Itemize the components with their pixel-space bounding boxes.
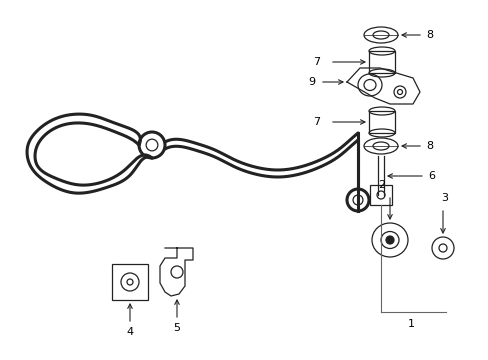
Text: 8: 8	[425, 141, 432, 151]
Text: 6: 6	[427, 171, 434, 181]
Text: 7: 7	[312, 57, 319, 67]
Text: 1: 1	[407, 319, 414, 329]
Text: 5: 5	[173, 323, 180, 333]
Text: 9: 9	[307, 77, 314, 87]
Text: 8: 8	[425, 30, 432, 40]
Circle shape	[385, 236, 393, 244]
Text: 4: 4	[126, 327, 133, 337]
Text: 3: 3	[441, 193, 447, 203]
Text: 7: 7	[312, 117, 319, 127]
Text: 2: 2	[378, 180, 385, 190]
